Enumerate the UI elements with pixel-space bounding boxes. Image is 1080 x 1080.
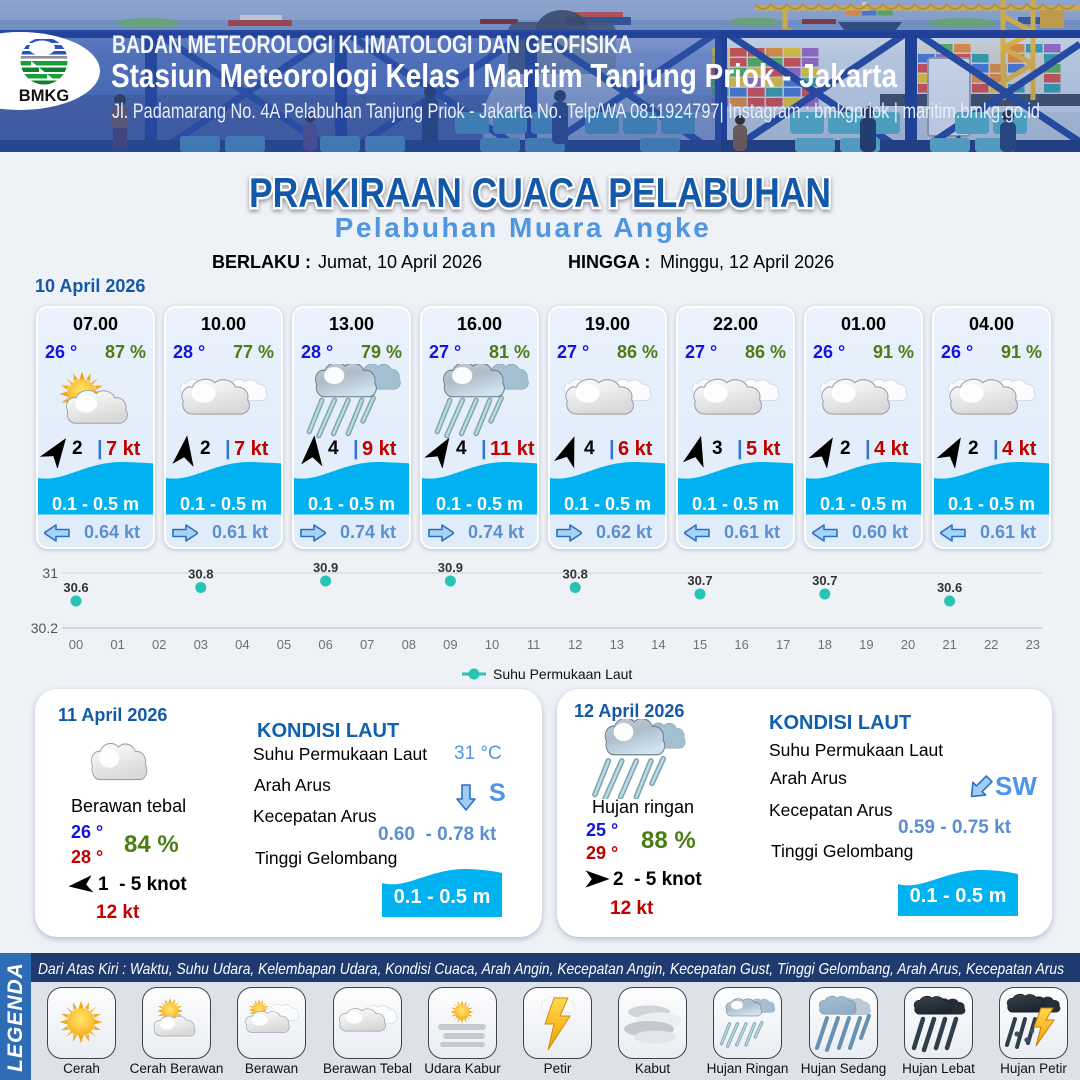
svg-text:30.9: 30.9 [313,560,338,575]
svg-text:08: 08 [402,637,416,652]
svg-text:02: 02 [152,637,166,652]
svg-text:30.6: 30.6 [63,580,88,595]
svg-text:30.2: 30.2 [31,620,58,636]
svg-text:00: 00 [69,637,83,652]
svg-text:18: 18 [818,637,832,652]
svg-text:23: 23 [1026,637,1040,652]
svg-text:16: 16 [734,637,748,652]
svg-text:17: 17 [776,637,790,652]
svg-text:04: 04 [235,637,249,652]
svg-text:30.7: 30.7 [812,573,837,588]
svg-text:30.8: 30.8 [188,567,213,582]
svg-text:06: 06 [318,637,332,652]
svg-text:07: 07 [360,637,374,652]
svg-text:15: 15 [693,637,707,652]
svg-text:30.6: 30.6 [937,580,962,595]
svg-text:01: 01 [110,637,124,652]
svg-text:30.9: 30.9 [438,560,463,575]
svg-text:30.8: 30.8 [563,567,588,582]
svg-text:12: 12 [568,637,582,652]
svg-text:Jl. Padamarang No. 4A Pelabuha: Jl. Padamarang No. 4A Pelabuhan Tanjung … [112,100,1040,123]
svg-text:Suhu Permukaan Laut: Suhu Permukaan Laut [493,666,632,682]
svg-text:10: 10 [485,637,499,652]
svg-text:30.7: 30.7 [687,573,712,588]
svg-text:11: 11 [527,637,541,652]
svg-text:21: 21 [942,637,956,652]
svg-text:09: 09 [443,637,457,652]
svg-text:BMKG: BMKG [19,87,69,105]
svg-text:PRAKIRAAN CUACA PELABUHAN: PRAKIRAAN CUACA PELABUHAN [249,173,831,215]
svg-text:03: 03 [194,637,208,652]
svg-text:Stasiun Meteorologi Kelas I Ma: Stasiun Meteorologi Kelas I Maritim Tanj… [111,57,898,94]
svg-text:14: 14 [651,637,665,652]
svg-text:22: 22 [984,637,998,652]
svg-text:BADAN METEOROLOGI KLIMATOLOGI: BADAN METEOROLOGI KLIMATOLOGI DAN GEOFIS… [112,31,632,59]
svg-text:19: 19 [859,637,873,652]
svg-text:Dari Atas Kiri : Waktu, Suhu U: Dari Atas Kiri : Waktu, Suhu Udara, Kele… [38,961,1064,978]
svg-text:20: 20 [901,637,915,652]
svg-text:13: 13 [610,637,624,652]
svg-text:05: 05 [277,637,291,652]
svg-text:31: 31 [42,565,58,581]
